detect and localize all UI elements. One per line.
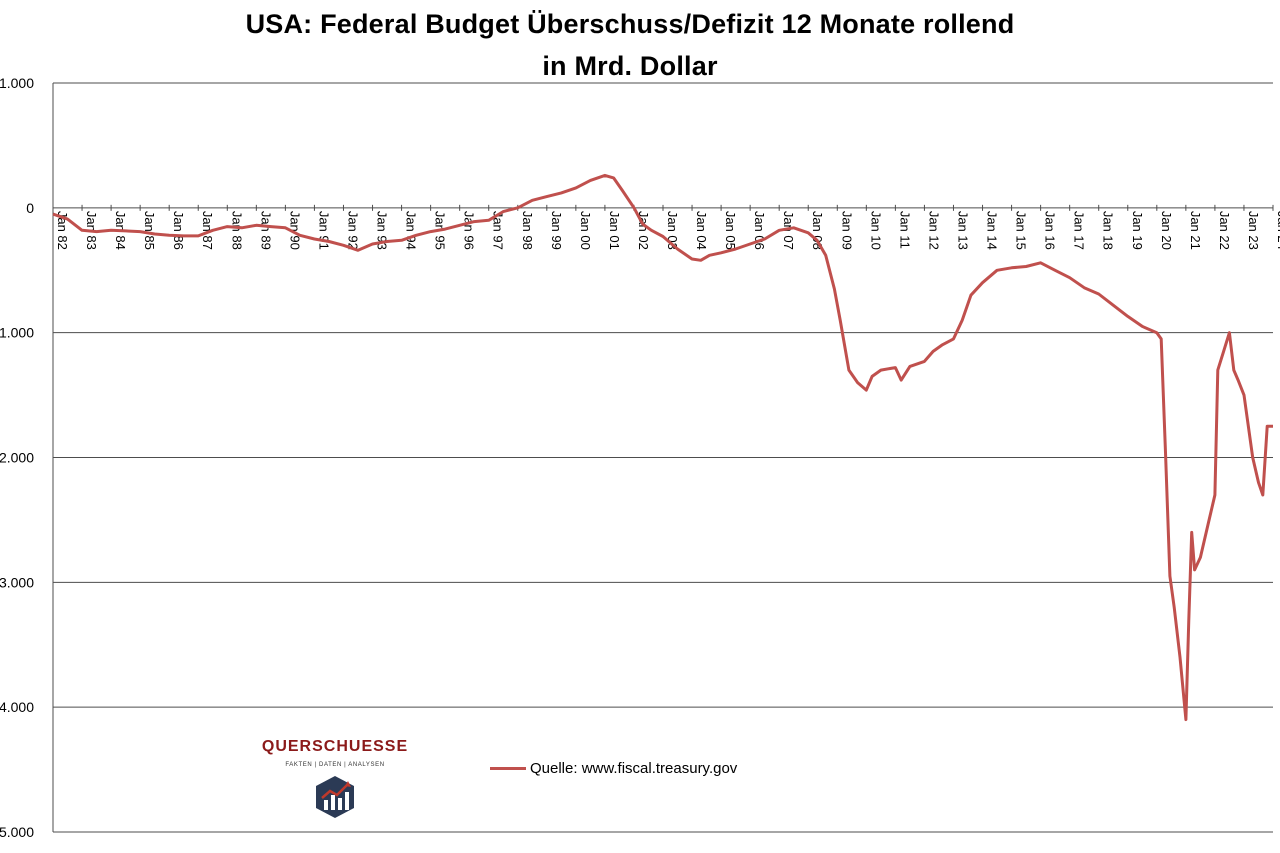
legend-label: Quelle: www.fiscal.treasury.gov — [530, 760, 738, 777]
x-tick-label: Jan 92 — [345, 211, 360, 250]
x-tick-label: Jan 00 — [578, 211, 593, 250]
x-tick-label: Jan 91 — [316, 211, 331, 250]
x-tick-label: Jan 88 — [229, 211, 244, 250]
y-tick-label: -5.000 — [0, 824, 34, 840]
x-tick-label: Jan 13 — [955, 211, 970, 250]
x-tick-label: Jan 86 — [171, 211, 186, 250]
x-axis: Jan 82 Jan 83 Jan 84 Jan 85 Jan 86 Jan 87 Jan … — [52, 204, 1280, 250]
x-tick-label: Jan 85 — [142, 211, 157, 250]
x-tick-label: Jan 99 — [549, 211, 564, 250]
x-tick-label: Jan 18 — [1101, 211, 1116, 250]
legend-swatch — [490, 767, 526, 770]
x-tick-label: Jan 87 — [200, 211, 215, 250]
y-tick-label: 1.000 — [0, 75, 34, 91]
x-tick-label: Jan 05 — [723, 211, 738, 250]
x-tick-label: Jan 90 — [287, 211, 302, 250]
x-tick-label: Jan 93 — [375, 211, 390, 250]
x-tick-label: Jan 16 — [1043, 211, 1058, 250]
y-tick-label: -3.000 — [0, 574, 34, 590]
y-tick-label: -1.000 — [0, 325, 34, 341]
x-tick-label: Jan 10 — [868, 211, 883, 250]
x-tick-label: Jan 04 — [694, 211, 709, 250]
x-tick-label: Jan 11 — [897, 211, 912, 249]
y-tick-label: -2.000 — [0, 450, 34, 466]
x-tick-label: Jan 21 — [1188, 211, 1203, 250]
x-tick-label: Jan 82 — [55, 211, 70, 250]
x-tick-label: Jan 24 — [1275, 211, 1280, 250]
x-tick-label: Jan 17 — [1072, 211, 1087, 250]
y-tick-label: 0 — [26, 200, 34, 216]
x-tick-label: Jan 98 — [520, 211, 535, 250]
querschuesse-logo: QUERSCHUESSE FAKTEN | DATEN | ANALYSEN — [250, 738, 420, 825]
y-tick-label: -4.000 — [0, 699, 34, 715]
gridlines — [52, 82, 1273, 833]
x-tick-label: Jan 96 — [462, 211, 477, 250]
x-tick-label: Jan 89 — [258, 211, 273, 250]
x-tick-label: Jan 97 — [491, 211, 506, 250]
legend: Quelle: www.fiscal.treasury.gov — [490, 760, 737, 777]
series-line-budget — [52, 173, 1273, 722]
logo-name: QUERSCHUESSE — [261, 738, 409, 755]
x-tick-label: Jan 23 — [1246, 211, 1261, 250]
x-tick-label: Jan 01 — [607, 211, 622, 250]
x-tick-label: Jan 15 — [1014, 211, 1029, 250]
x-tick-label: Jan 19 — [1130, 211, 1145, 250]
x-tick-label: Jan 07 — [781, 211, 796, 250]
series-layer — [52, 173, 1273, 722]
logo-tagline: FAKTEN | DATEN | ANALYSEN — [285, 762, 385, 768]
x-tick-label: Jan 20 — [1159, 211, 1174, 250]
chart-hexagon-icon — [250, 774, 420, 825]
y-axis: 1.000 0 -1.000 -2.000 -3.000 -4.000 -5.000 — [0, 75, 34, 840]
x-tick-label: Jan 94 — [404, 211, 419, 250]
chart-subtitle: in Mrd. Dollar — [542, 51, 718, 81]
x-tick-label: Jan 09 — [839, 211, 854, 250]
x-tick-label: Jan 08 — [810, 211, 825, 250]
x-tick-label: Jan 12 — [926, 211, 941, 250]
chart-title: USA: Federal Budget Überschuss/Defizit 1… — [245, 9, 1015, 39]
x-tick-label: Jan 14 — [985, 211, 1000, 250]
x-tick-label: Jan 22 — [1217, 211, 1232, 250]
